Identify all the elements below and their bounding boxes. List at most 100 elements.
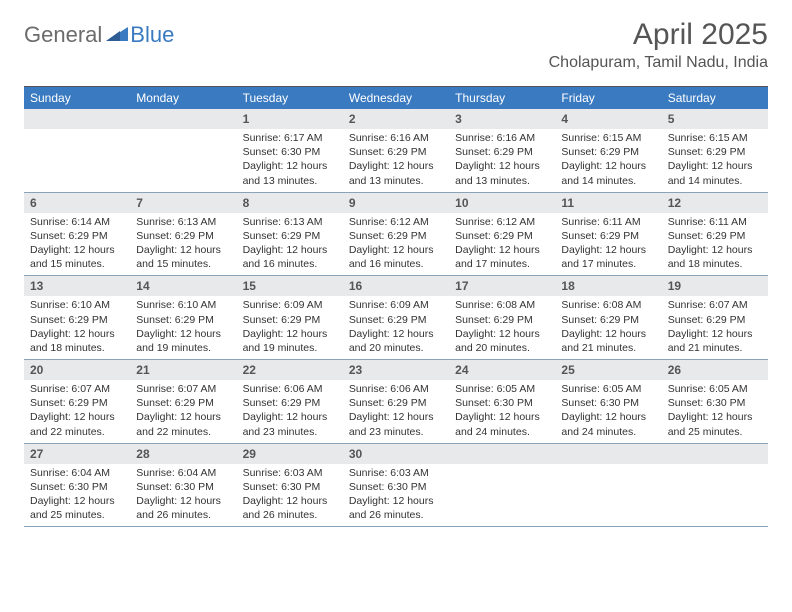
daylight-text: Daylight: 12 hours and 22 minutes. bbox=[136, 410, 230, 438]
daylight-text: Daylight: 12 hours and 24 minutes. bbox=[561, 410, 655, 438]
sunset-text: Sunset: 6:29 PM bbox=[30, 396, 124, 410]
day-details bbox=[555, 464, 661, 527]
daylight-text: Daylight: 12 hours and 25 minutes. bbox=[30, 494, 124, 522]
sunset-text: Sunset: 6:29 PM bbox=[668, 313, 762, 327]
day-number: 7 bbox=[130, 193, 236, 213]
sunset-text: Sunset: 6:29 PM bbox=[136, 313, 230, 327]
weekday-header: Thursday bbox=[449, 87, 555, 109]
day-number: 25 bbox=[555, 360, 661, 380]
daylight-text: Daylight: 12 hours and 14 minutes. bbox=[561, 159, 655, 187]
sunset-text: Sunset: 6:29 PM bbox=[455, 145, 549, 159]
day-details: Sunrise: 6:13 AMSunset: 6:29 PMDaylight:… bbox=[237, 213, 343, 276]
sunset-text: Sunset: 6:30 PM bbox=[455, 396, 549, 410]
daylight-text: Daylight: 12 hours and 20 minutes. bbox=[455, 327, 549, 355]
sunrise-text: Sunrise: 6:06 AM bbox=[243, 382, 337, 396]
sunset-text: Sunset: 6:29 PM bbox=[349, 145, 443, 159]
daylight-text: Daylight: 12 hours and 26 minutes. bbox=[136, 494, 230, 522]
sunset-text: Sunset: 6:29 PM bbox=[668, 145, 762, 159]
weekday-header: Friday bbox=[555, 87, 661, 109]
title-block: April 2025 Cholapuram, Tamil Nadu, India bbox=[549, 18, 768, 72]
day-number: 11 bbox=[555, 193, 661, 213]
day-number: 19 bbox=[662, 276, 768, 296]
daylight-text: Daylight: 12 hours and 26 minutes. bbox=[243, 494, 337, 522]
sunrise-text: Sunrise: 6:14 AM bbox=[30, 215, 124, 229]
daylight-text: Daylight: 12 hours and 18 minutes. bbox=[30, 327, 124, 355]
day-details: Sunrise: 6:05 AMSunset: 6:30 PMDaylight:… bbox=[555, 380, 661, 443]
day-details: Sunrise: 6:04 AMSunset: 6:30 PMDaylight:… bbox=[130, 464, 236, 527]
calendar-week-row: 20212223242526Sunrise: 6:07 AMSunset: 6:… bbox=[24, 360, 768, 444]
day-number: 14 bbox=[130, 276, 236, 296]
sunset-text: Sunset: 6:30 PM bbox=[136, 480, 230, 494]
day-details: Sunrise: 6:14 AMSunset: 6:29 PMDaylight:… bbox=[24, 213, 130, 276]
sunrise-text: Sunrise: 6:16 AM bbox=[349, 131, 443, 145]
sunrise-text: Sunrise: 6:10 AM bbox=[30, 298, 124, 312]
daylight-text: Daylight: 12 hours and 22 minutes. bbox=[30, 410, 124, 438]
day-details: Sunrise: 6:08 AMSunset: 6:29 PMDaylight:… bbox=[449, 296, 555, 359]
sunset-text: Sunset: 6:29 PM bbox=[243, 396, 337, 410]
sunrise-text: Sunrise: 6:05 AM bbox=[668, 382, 762, 396]
daylight-text: Daylight: 12 hours and 17 minutes. bbox=[455, 243, 549, 271]
weekday-header: Tuesday bbox=[237, 87, 343, 109]
day-number: 1 bbox=[237, 109, 343, 129]
day-details: Sunrise: 6:16 AMSunset: 6:29 PMDaylight:… bbox=[449, 129, 555, 192]
sunrise-text: Sunrise: 6:03 AM bbox=[243, 466, 337, 480]
calendar-week-row: 13141516171819Sunrise: 6:10 AMSunset: 6:… bbox=[24, 276, 768, 360]
day-details bbox=[130, 129, 236, 192]
sunset-text: Sunset: 6:29 PM bbox=[349, 229, 443, 243]
calendar-week-row: 27282930Sunrise: 6:04 AMSunset: 6:30 PMD… bbox=[24, 444, 768, 528]
day-number: 21 bbox=[130, 360, 236, 380]
day-details: Sunrise: 6:13 AMSunset: 6:29 PMDaylight:… bbox=[130, 213, 236, 276]
day-details bbox=[449, 464, 555, 527]
day-details: Sunrise: 6:11 AMSunset: 6:29 PMDaylight:… bbox=[555, 213, 661, 276]
sunset-text: Sunset: 6:29 PM bbox=[561, 229, 655, 243]
sunrise-text: Sunrise: 6:11 AM bbox=[561, 215, 655, 229]
day-number: 24 bbox=[449, 360, 555, 380]
sunrise-text: Sunrise: 6:11 AM bbox=[668, 215, 762, 229]
day-details: Sunrise: 6:07 AMSunset: 6:29 PMDaylight:… bbox=[662, 296, 768, 359]
day-number: 13 bbox=[24, 276, 130, 296]
sunrise-text: Sunrise: 6:09 AM bbox=[349, 298, 443, 312]
day-number: 6 bbox=[24, 193, 130, 213]
daylight-text: Daylight: 12 hours and 23 minutes. bbox=[349, 410, 443, 438]
sunrise-text: Sunrise: 6:09 AM bbox=[243, 298, 337, 312]
daylight-text: Daylight: 12 hours and 20 minutes. bbox=[349, 327, 443, 355]
day-details: Sunrise: 6:06 AMSunset: 6:29 PMDaylight:… bbox=[343, 380, 449, 443]
sunrise-text: Sunrise: 6:07 AM bbox=[136, 382, 230, 396]
day-number: 4 bbox=[555, 109, 661, 129]
sunset-text: Sunset: 6:29 PM bbox=[349, 396, 443, 410]
daylight-text: Daylight: 12 hours and 26 minutes. bbox=[349, 494, 443, 522]
day-details: Sunrise: 6:10 AMSunset: 6:29 PMDaylight:… bbox=[130, 296, 236, 359]
logo-text-general: General bbox=[24, 22, 102, 48]
header: General Blue April 2025 Cholapuram, Tami… bbox=[0, 0, 792, 80]
day-details: Sunrise: 6:16 AMSunset: 6:29 PMDaylight:… bbox=[343, 129, 449, 192]
sunrise-text: Sunrise: 6:04 AM bbox=[30, 466, 124, 480]
weekday-header: Saturday bbox=[662, 87, 768, 109]
sunset-text: Sunset: 6:29 PM bbox=[668, 229, 762, 243]
day-number: 5 bbox=[662, 109, 768, 129]
day-details: Sunrise: 6:03 AMSunset: 6:30 PMDaylight:… bbox=[343, 464, 449, 527]
day-number: 22 bbox=[237, 360, 343, 380]
sunset-text: Sunset: 6:29 PM bbox=[561, 313, 655, 327]
daylight-text: Daylight: 12 hours and 13 minutes. bbox=[349, 159, 443, 187]
day-details: Sunrise: 6:10 AMSunset: 6:29 PMDaylight:… bbox=[24, 296, 130, 359]
day-number: 30 bbox=[343, 444, 449, 464]
sunrise-text: Sunrise: 6:08 AM bbox=[561, 298, 655, 312]
day-details: Sunrise: 6:09 AMSunset: 6:29 PMDaylight:… bbox=[343, 296, 449, 359]
logo-triangle-icon bbox=[106, 25, 128, 46]
sunrise-text: Sunrise: 6:15 AM bbox=[561, 131, 655, 145]
day-number: 29 bbox=[237, 444, 343, 464]
day-number: 28 bbox=[130, 444, 236, 464]
logo-text-blue: Blue bbox=[130, 22, 174, 48]
day-number: 9 bbox=[343, 193, 449, 213]
sunset-text: Sunset: 6:29 PM bbox=[243, 229, 337, 243]
sunrise-text: Sunrise: 6:05 AM bbox=[455, 382, 549, 396]
sunset-text: Sunset: 6:30 PM bbox=[349, 480, 443, 494]
day-details: Sunrise: 6:12 AMSunset: 6:29 PMDaylight:… bbox=[449, 213, 555, 276]
day-number: 27 bbox=[24, 444, 130, 464]
day-details: Sunrise: 6:03 AMSunset: 6:30 PMDaylight:… bbox=[237, 464, 343, 527]
day-number: 10 bbox=[449, 193, 555, 213]
sunset-text: Sunset: 6:30 PM bbox=[561, 396, 655, 410]
day-number: 2 bbox=[343, 109, 449, 129]
day-number: 20 bbox=[24, 360, 130, 380]
day-details: Sunrise: 6:09 AMSunset: 6:29 PMDaylight:… bbox=[237, 296, 343, 359]
